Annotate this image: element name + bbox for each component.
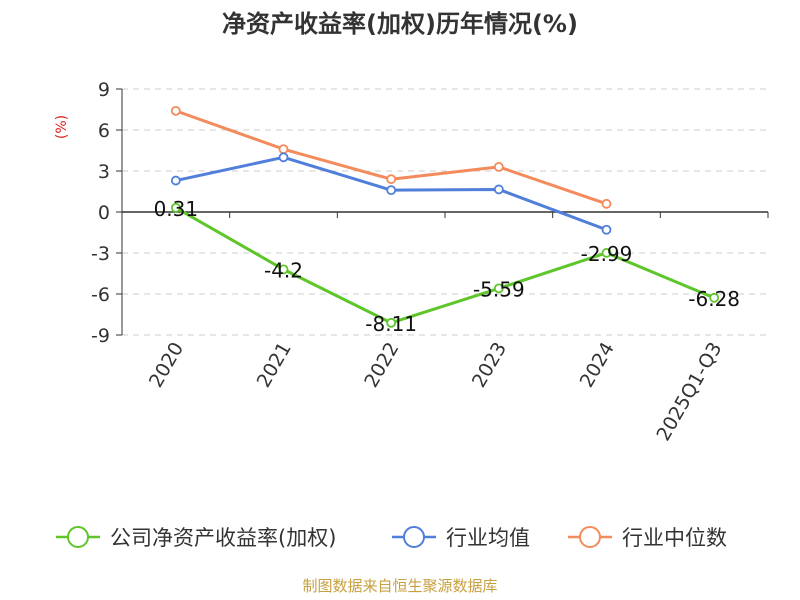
data-point xyxy=(278,152,289,163)
chart-title: 净资产收益率(加权)历年情况(%) xyxy=(222,10,578,38)
source-note: 制图数据来自恒生聚源数据库 xyxy=(302,577,497,595)
data-label: -8.11 xyxy=(365,312,417,336)
x-tick-label: 2023 xyxy=(468,339,511,392)
data-label: -5.59 xyxy=(473,277,525,301)
data-point xyxy=(170,202,181,213)
x-tick-label: 2025Q1-Q3 xyxy=(652,339,726,445)
legend-marker xyxy=(67,526,89,548)
y-axis-label: (%) xyxy=(54,115,70,139)
data-point xyxy=(386,185,397,196)
x-tick-label: 2024 xyxy=(576,339,619,392)
legend-marker xyxy=(403,526,425,548)
data-point xyxy=(709,292,720,303)
series-lines xyxy=(170,105,720,328)
y-tick-label: 0 xyxy=(98,202,110,224)
data-point xyxy=(170,105,181,116)
x-tick-label: 2020 xyxy=(145,339,188,392)
data-point xyxy=(170,175,181,186)
x-axis: 2020 2021 2022 2023 2024 2025Q1-Q3 xyxy=(121,211,769,445)
data-label: -2.99 xyxy=(581,242,633,266)
x-tick-label: 2021 xyxy=(253,339,296,392)
data-label: -6.28 xyxy=(688,287,740,311)
data-label: -4.2 xyxy=(264,258,303,282)
legend: 公司净资产收益率(加权) 行业均值 行业中位数 xyxy=(56,526,727,550)
y-axis-ticks: 9 6 3 0 -3 -6 -9 xyxy=(91,79,123,347)
series-line xyxy=(175,206,715,325)
y-tick-label: -6 xyxy=(91,284,110,306)
data-point xyxy=(493,161,504,172)
data-point xyxy=(386,317,397,328)
legend-label: 行业均值 xyxy=(446,526,530,550)
y-tick-label: 6 xyxy=(98,120,110,142)
data-point xyxy=(386,174,397,185)
y-tick-label: 3 xyxy=(98,161,110,183)
data-point xyxy=(278,144,289,155)
legend-label: 行业中位数 xyxy=(622,526,727,550)
data-point xyxy=(493,283,504,294)
legend-marker xyxy=(579,526,601,548)
y-tick-label: 9 xyxy=(98,79,110,101)
data-point xyxy=(278,264,289,275)
data-point xyxy=(601,224,612,235)
data-point xyxy=(601,198,612,209)
legend-label: 公司净资产收益率(加权) xyxy=(110,526,336,550)
x-tick-label: 2022 xyxy=(360,339,403,392)
data-label: 0.31 xyxy=(154,197,199,221)
y-tick-label: -9 xyxy=(91,325,110,347)
data-point xyxy=(601,247,612,258)
data-labels: 0.31 -4.2 -8.11 -5.59 -2.99 -6.28 xyxy=(154,197,740,336)
data-point xyxy=(493,184,504,195)
y-tick-label: -3 xyxy=(91,243,110,265)
